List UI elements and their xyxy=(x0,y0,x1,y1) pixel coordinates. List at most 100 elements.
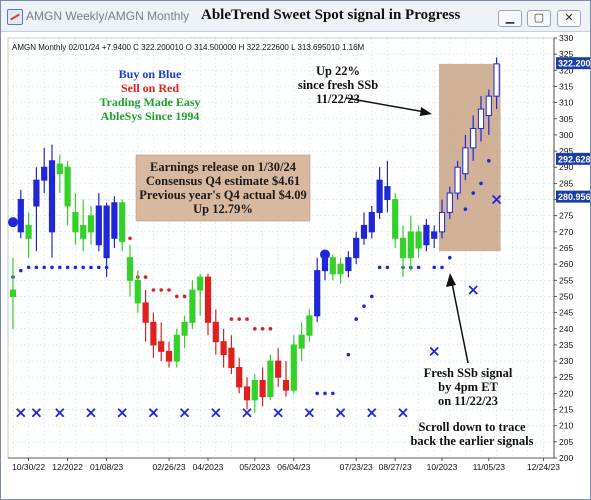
x-marker xyxy=(335,408,346,418)
x-tick-label: 10/30/22 xyxy=(12,462,45,472)
candle-body xyxy=(399,237,407,259)
y-tick-label: 330 xyxy=(559,33,573,43)
candle-body xyxy=(41,166,48,181)
candle-body xyxy=(56,163,63,175)
candle-body xyxy=(72,211,79,233)
fresh-annotation-line: on 11/22/23 xyxy=(438,394,498,408)
candle-body xyxy=(290,344,297,391)
y-tick-label: 295 xyxy=(559,146,573,156)
x-marker xyxy=(367,408,377,418)
x-tick-label: 02/26/23 xyxy=(152,462,185,472)
blue-signal-dot xyxy=(463,207,468,212)
candle-body xyxy=(111,202,118,239)
candle-body xyxy=(470,127,477,149)
candle-body xyxy=(392,199,399,239)
blue-signal-dot xyxy=(416,265,421,270)
red-signal-dot xyxy=(167,288,171,292)
chart-app-icon xyxy=(7,9,23,25)
candle-body xyxy=(282,379,290,391)
chart-header: AMGN Monthly 02/01/24 +7.9400 C 322.2000… xyxy=(12,43,365,52)
x-marker xyxy=(242,408,252,418)
red-signal-dot xyxy=(175,294,179,299)
candle-body xyxy=(438,211,446,233)
blue-signal-dot xyxy=(73,265,78,270)
y-tick-label: 215 xyxy=(559,405,573,415)
window-title: AbleTrend Sweet Spot signal in Progress xyxy=(201,7,461,23)
blue-signal-dot xyxy=(26,265,31,270)
price-box-label: 292.628 xyxy=(558,154,591,164)
candle-body xyxy=(454,166,461,194)
legend-line: Buy on Blue xyxy=(119,67,182,81)
legend-line: AbleSys Since 1994 xyxy=(101,109,200,123)
candle-body xyxy=(477,108,485,129)
y-tick-label: 230 xyxy=(559,356,573,366)
red-signal-dot xyxy=(253,326,257,331)
x-tick-label: 08/27/23 xyxy=(379,462,412,472)
x-marker xyxy=(304,408,315,418)
red-signal-dot xyxy=(128,236,132,241)
candle-body xyxy=(126,257,134,281)
red-signal-dot xyxy=(237,317,241,321)
y-tick-label: 320 xyxy=(559,65,573,75)
candle-body xyxy=(165,350,173,362)
candle-body xyxy=(228,347,235,369)
y-tick-label: 235 xyxy=(559,340,573,350)
y-tick-label: 310 xyxy=(559,98,573,108)
candle-body xyxy=(119,202,126,243)
price-box-label: 280.956 xyxy=(558,192,591,202)
candle-body xyxy=(150,321,157,346)
candle-body xyxy=(321,257,329,272)
earnings-line: Consensus Q4 estimate $4.61 xyxy=(146,174,300,188)
y-tick-label: 250 xyxy=(559,291,573,301)
candle-body xyxy=(142,302,149,323)
y-tick-label: 315 xyxy=(559,81,573,91)
y-tick-label: 270 xyxy=(559,227,573,237)
y-tick-label: 220 xyxy=(559,388,573,398)
blue-signal-dot xyxy=(432,265,437,270)
blue-signal-dot xyxy=(42,265,46,270)
x-tick-label: 04/2023 xyxy=(193,462,224,472)
blue-signal-dot xyxy=(81,265,85,270)
up-arrow-head xyxy=(420,107,432,116)
title-bar: AMGN Weekly/AMGN Monthly AbleTrend Sweet… xyxy=(1,1,590,32)
x-marker xyxy=(273,408,283,418)
y-tick-label: 290 xyxy=(559,162,573,172)
y-tick-label: 205 xyxy=(559,437,573,447)
blue-big-dot xyxy=(320,249,330,260)
x-tick-label: 11/05/23 xyxy=(473,462,506,472)
candle-body xyxy=(353,237,360,259)
blue-signal-dot xyxy=(89,265,93,270)
candle-body xyxy=(275,360,282,378)
up-arrow-line xyxy=(345,97,426,113)
candle-body xyxy=(25,224,32,239)
blue-signal-dot xyxy=(362,304,366,308)
earnings-box xyxy=(135,154,311,222)
candle-body xyxy=(384,186,391,201)
close-button[interactable]: ✕ xyxy=(557,10,581,27)
blue-signal-dot xyxy=(370,294,374,299)
symbol-tabs-label[interactable]: AMGN Weekly/AMGN Monthly xyxy=(26,9,190,23)
x-marker xyxy=(179,408,190,418)
earnings-line: Earnings release on 1/30/24 xyxy=(150,160,297,174)
y-tick-label: 255 xyxy=(559,275,573,285)
earnings-line: Previous year's Q4 actual $4.09 xyxy=(139,188,306,202)
candle-body xyxy=(337,263,344,275)
candle-body xyxy=(204,276,212,323)
blue-signal-dot xyxy=(448,255,452,260)
earnings-line: Up 12.79% xyxy=(193,202,253,216)
candle-body xyxy=(407,231,414,259)
blue-signal-dot xyxy=(19,268,23,273)
x-marker xyxy=(31,408,42,418)
y-tick-label: 325 xyxy=(559,49,573,59)
candle-body xyxy=(95,205,102,246)
y-tick-label: 245 xyxy=(559,308,573,318)
x-tick-label: 05/2023 xyxy=(239,462,270,472)
minimize-button[interactable]: ▁ xyxy=(498,10,522,27)
blue-signal-dot xyxy=(377,265,382,270)
blue-big-dot xyxy=(8,217,18,228)
x-tick-label: 06/04/23 xyxy=(277,462,310,472)
x-tick-label: 07/23/23 xyxy=(340,462,373,472)
maximize-button[interactable]: ▢ xyxy=(527,10,551,27)
red-signal-dot xyxy=(143,275,148,279)
candle-body xyxy=(103,205,110,259)
